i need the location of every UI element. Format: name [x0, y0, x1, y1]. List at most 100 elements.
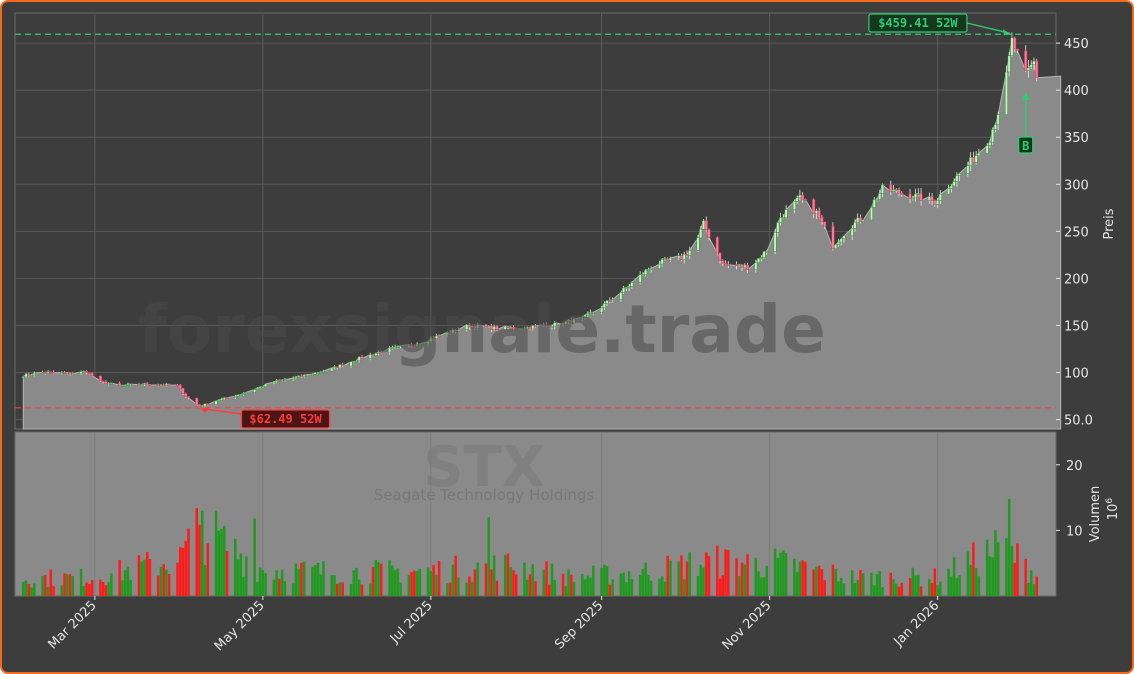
volume-bar [834, 568, 837, 596]
candle-up [253, 389, 257, 393]
volume-bar [1024, 558, 1027, 596]
candle-up [947, 188, 951, 195]
volume-bar [121, 580, 124, 596]
candle-up [319, 371, 323, 374]
volume-bar [90, 579, 94, 596]
volume-bar [1035, 576, 1038, 596]
candle-up [894, 189, 898, 191]
volume-bar [622, 572, 625, 596]
volume-bar [589, 577, 592, 596]
volume-bar [776, 557, 780, 596]
candle-up [32, 372, 36, 376]
candle-down [187, 396, 190, 399]
candle-up [244, 392, 248, 394]
volume-bar [476, 562, 479, 596]
volume-bar [881, 587, 884, 596]
volume-bar [572, 581, 576, 596]
volume-bar [236, 559, 240, 596]
candle-up [236, 394, 240, 397]
volume-bar [630, 579, 634, 596]
candle-down [87, 372, 91, 375]
candle-up [861, 219, 865, 222]
volume-bar [528, 574, 532, 596]
candle-down [506, 325, 510, 328]
volume-bar [669, 560, 672, 596]
volume-bar [278, 578, 281, 596]
volume-bar [167, 573, 171, 596]
candle-up [611, 299, 615, 302]
volume-bar [178, 547, 182, 596]
candle-up [850, 228, 854, 237]
candle-up [677, 255, 681, 259]
candle-up [881, 184, 884, 194]
volume-bar [856, 580, 859, 596]
candle-up [71, 373, 75, 376]
volume-bar [895, 583, 898, 596]
volume-bar [156, 575, 160, 596]
volume-bar [1027, 583, 1030, 596]
volume-bar [798, 561, 802, 596]
volume-bar [727, 550, 730, 596]
candle-up [988, 141, 992, 146]
candle-up [142, 382, 146, 385]
volume-bar [358, 579, 361, 596]
candle-up [1010, 37, 1014, 56]
volume-bar [88, 583, 91, 596]
candle-up [434, 335, 438, 339]
candle-up [445, 331, 449, 337]
volume-bar [239, 553, 243, 596]
date-tick-label: Jan 2026 [891, 598, 943, 650]
candle-down [27, 373, 31, 376]
candle-up [641, 274, 645, 276]
candle-up [418, 343, 422, 346]
price-tick-label: 300 [1064, 178, 1089, 193]
volume-bar [795, 571, 799, 596]
candle-down [98, 375, 102, 382]
candle-down [801, 194, 805, 200]
candle-down [735, 264, 739, 266]
volume-bar [176, 562, 179, 596]
volume-bar [801, 560, 804, 596]
candle-up [969, 157, 973, 166]
candle-down [68, 372, 72, 375]
candle-down [341, 364, 345, 367]
volume-bar [564, 586, 568, 596]
candle-down [104, 381, 108, 385]
volume-bar [972, 542, 975, 596]
volume-bar [724, 549, 727, 596]
candle-up [264, 383, 268, 387]
candle-up [65, 372, 69, 374]
candle-up [814, 210, 818, 215]
volume-bar [859, 570, 862, 596]
volume-bar [641, 569, 645, 596]
volume-bar [60, 585, 64, 596]
candle-up [572, 318, 576, 324]
volume-bar [812, 569, 815, 596]
volume-tick-label: 20 [1066, 459, 1083, 474]
volume-bar [985, 539, 989, 596]
volume-bar [586, 575, 590, 596]
candle-up [352, 361, 356, 363]
candle-down [198, 404, 202, 407]
candle-up [952, 181, 956, 187]
volume-bar [842, 583, 846, 596]
candle-down [432, 337, 436, 340]
volume-bar [214, 510, 218, 596]
candle-up [522, 328, 526, 330]
low-arrow [202, 408, 242, 415]
candle-up [600, 307, 604, 313]
volume-bar [369, 583, 372, 596]
candle-down [715, 237, 719, 254]
volume-bar [716, 545, 719, 596]
volume-bar [815, 566, 818, 596]
volume-bar [548, 584, 551, 596]
candle-up [630, 282, 634, 287]
volume-bar [872, 585, 876, 596]
volume-bar [611, 579, 614, 596]
high-arrow [966, 22, 1011, 34]
volume-bar [484, 563, 488, 596]
candle-down [528, 326, 532, 330]
candle-up [1007, 55, 1011, 73]
volume-bar [162, 564, 165, 596]
candle-down [495, 326, 499, 330]
